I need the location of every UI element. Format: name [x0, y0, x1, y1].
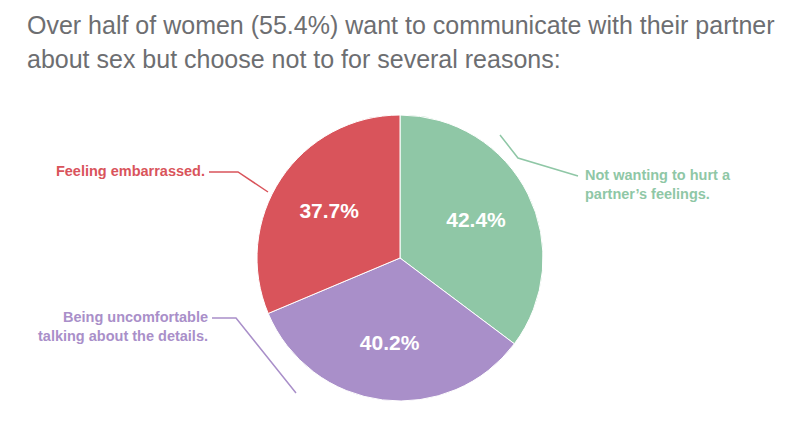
data-label: 42.4% [446, 208, 506, 231]
connector [209, 172, 268, 192]
title: Over half of women (55.4%) want to commu… [27, 8, 797, 76]
label-line: Feeling embarrassed. [56, 163, 205, 179]
pie [257, 115, 543, 401]
slice [257, 115, 400, 313]
data-label: 37.7% [299, 199, 359, 222]
category-label: Feeling embarrassed. [56, 163, 205, 179]
category-label: Not wanting to hurt a partner’s feelings. [585, 167, 731, 202]
category-label: Being uncomfortable talking about the det… [38, 309, 208, 344]
connector [212, 318, 296, 393]
data-label: 40.2% [360, 331, 420, 354]
chart: 42.4% 40.2% 37.7% Not wanting to hurt a part… [0, 0, 800, 440]
label-line: talking about the details. [38, 328, 208, 344]
label-line: Not wanting to hurt a [585, 167, 731, 183]
label-line: Being uncomfortable [63, 309, 208, 325]
label-line: partner’s feelings. [585, 186, 710, 202]
connector [500, 135, 578, 176]
